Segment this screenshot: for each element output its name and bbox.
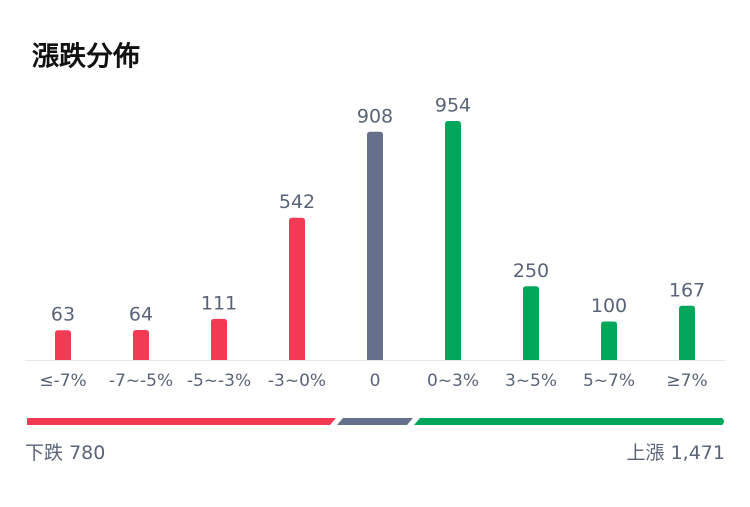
bar	[55, 330, 71, 360]
value-label: 250	[513, 260, 549, 282]
x-tick-label: ≤-7%	[39, 371, 86, 391]
x-tick-label: 5~7%	[583, 371, 635, 391]
x-tick-label: 3~5%	[505, 371, 557, 391]
x-tick-label: -7~-5%	[109, 371, 173, 391]
value-label: 954	[435, 95, 471, 117]
value-label: 111	[201, 292, 237, 314]
up-summary: 上漲 1,471	[627, 442, 725, 464]
down-summary: 下跌 780	[25, 442, 105, 464]
value-label: 542	[279, 191, 315, 213]
bar	[601, 321, 617, 360]
bar	[367, 131, 383, 360]
value-label: 100	[591, 295, 627, 317]
value-label: 167	[669, 279, 705, 301]
summary-value: 780	[69, 442, 105, 464]
x-tick-label: -3~0%	[268, 371, 326, 391]
summary-value: 1,471	[671, 442, 725, 464]
x-tick-label: -5~-3%	[187, 371, 251, 391]
bar	[133, 329, 149, 360]
down-strip	[27, 418, 336, 425]
bar	[445, 121, 461, 360]
bar	[289, 217, 305, 360]
value-label: 63	[51, 304, 75, 326]
chart-title: 漲跌分佈	[32, 41, 140, 73]
x-tick-label: ≥7%	[666, 371, 707, 391]
value-label: 64	[129, 303, 153, 325]
summary-name: 上漲	[627, 442, 665, 464]
bar	[211, 318, 227, 360]
value-label: 908	[357, 105, 393, 127]
up-strip	[414, 418, 724, 425]
bar	[679, 305, 695, 360]
summary-name: 下跌	[25, 442, 63, 464]
flat-strip	[337, 418, 413, 425]
x-tick-label: 0	[370, 371, 381, 391]
x-tick-label: 0~3%	[427, 371, 479, 391]
bar	[523, 286, 539, 360]
